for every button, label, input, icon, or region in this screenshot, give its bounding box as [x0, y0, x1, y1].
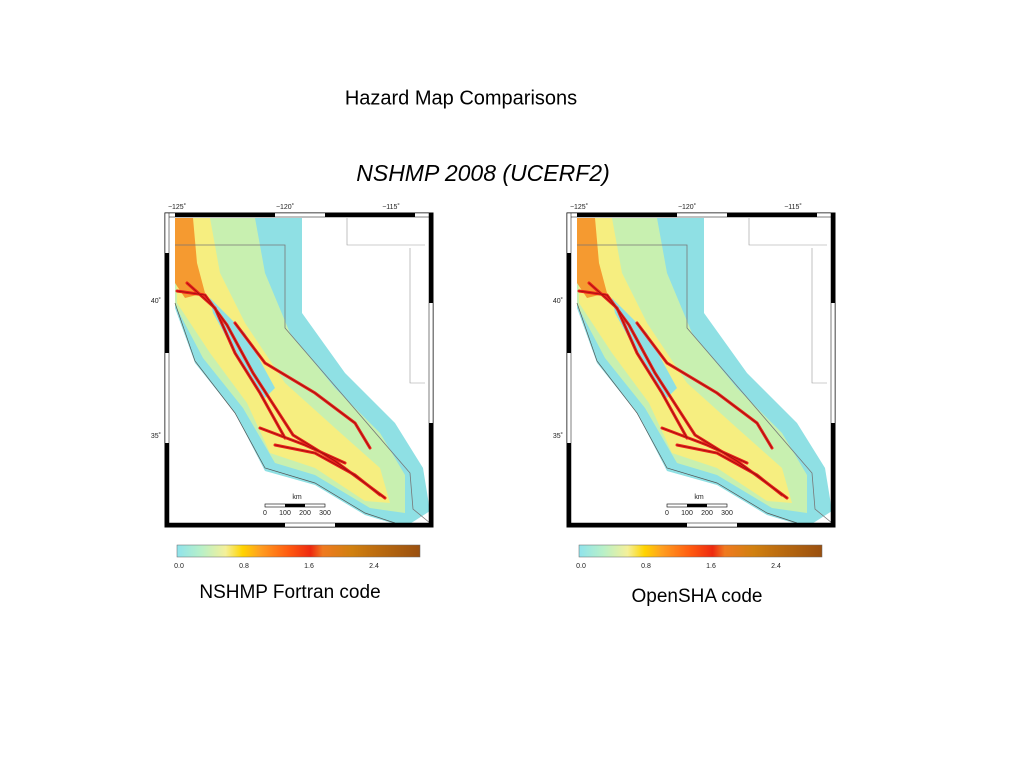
- frame-band-dark: [429, 213, 433, 303]
- frame-band-dark: [175, 213, 275, 217]
- frame-band-dark: [325, 213, 415, 217]
- hazard-field-high: [175, 218, 390, 503]
- frame-band-dark: [831, 213, 835, 303]
- scale-label: 100: [279, 510, 291, 517]
- hazard-map: −125˚ −120˚ −115˚ 40˚ 35˚ km 0 100 200 300: [151, 203, 434, 528]
- hazard-field-high: [577, 218, 792, 503]
- state-border: [811, 248, 827, 384]
- frame-band-dark: [567, 443, 571, 527]
- fault-trace-core: [186, 282, 286, 439]
- colorbar-label: 1.6: [706, 563, 716, 570]
- state-border: [409, 248, 425, 384]
- fault-trace-core: [274, 444, 381, 496]
- scale-label: 300: [319, 510, 331, 517]
- colorbar-label: 2.4: [369, 563, 379, 570]
- hazard-field-north: [175, 218, 205, 298]
- colorbar-label: 0.8: [641, 563, 651, 570]
- latitude-label: 40˚: [553, 297, 563, 305]
- longitude-label: −115˚: [382, 203, 400, 211]
- frame-band-dark: [165, 253, 169, 353]
- fault-trace-core: [636, 322, 773, 449]
- scale-label: 0: [263, 510, 267, 517]
- colorbar: [176, 544, 421, 558]
- fault-trace-core: [259, 427, 346, 464]
- frame-band-dark: [727, 213, 817, 217]
- longitude-label: −120˚: [678, 203, 696, 211]
- frame-band-dark: [429, 423, 433, 527]
- scale-unit: km: [694, 494, 704, 501]
- frame-band-dark: [567, 253, 571, 353]
- state-border: [175, 244, 431, 524]
- longitude-label: −125˚: [570, 203, 588, 211]
- fault-trace-core: [676, 444, 783, 496]
- latitude-label: 35˚: [553, 432, 563, 440]
- state-border: [577, 244, 833, 524]
- scale-unit: km: [292, 494, 302, 501]
- scale-label: 200: [299, 510, 311, 517]
- scale-bar-dark: [285, 504, 305, 507]
- colorbar: [578, 544, 823, 558]
- scale-bar-dark: [687, 504, 707, 507]
- longitude-label: −115˚: [784, 203, 802, 211]
- fault-trace-core: [234, 322, 371, 449]
- frame-band-dark: [165, 523, 285, 527]
- fault-trace-core: [588, 282, 688, 439]
- fault-trace-core: [578, 290, 788, 499]
- scale-label: 0: [665, 510, 669, 517]
- colorbar-label: 0.0: [576, 563, 586, 570]
- frame-band-dark: [737, 523, 835, 527]
- colorbar-label: 0.8: [239, 563, 249, 570]
- colorbar-label: 1.6: [304, 563, 314, 570]
- slide-title: Hazard Map Comparisons: [345, 87, 577, 109]
- frame-band-dark: [335, 523, 433, 527]
- state-border: [346, 218, 425, 246]
- scale-label: 100: [681, 510, 693, 517]
- fault-trace-core: [661, 427, 748, 464]
- coastline: [576, 302, 798, 524]
- map-caption: NSHMP Fortran code: [199, 582, 380, 603]
- scale-label: 200: [701, 510, 713, 517]
- slide-subtitle: NSHMP 2008 (UCERF2): [356, 160, 609, 186]
- scale-label: 300: [721, 510, 733, 517]
- hazard-map: −125˚ −120˚ −115˚ 40˚ 35˚ km 0 100 200 300: [553, 203, 836, 528]
- hazard-field-north: [577, 218, 607, 298]
- frame-band-dark: [577, 213, 677, 217]
- fault-trace-core: [176, 290, 386, 499]
- frame-band-dark: [165, 443, 169, 527]
- latitude-label: 40˚: [151, 297, 161, 305]
- frame-band-dark: [567, 523, 687, 527]
- state-border: [748, 218, 827, 246]
- latitude-label: 35˚: [151, 432, 161, 440]
- coastline: [174, 302, 396, 524]
- colorbar-label: 0.0: [174, 563, 184, 570]
- frame-band-dark: [831, 423, 835, 527]
- longitude-label: −125˚: [168, 203, 186, 211]
- longitude-label: −120˚: [276, 203, 294, 211]
- map-caption: OpenSHA code: [632, 586, 763, 607]
- colorbar-label: 2.4: [771, 563, 781, 570]
